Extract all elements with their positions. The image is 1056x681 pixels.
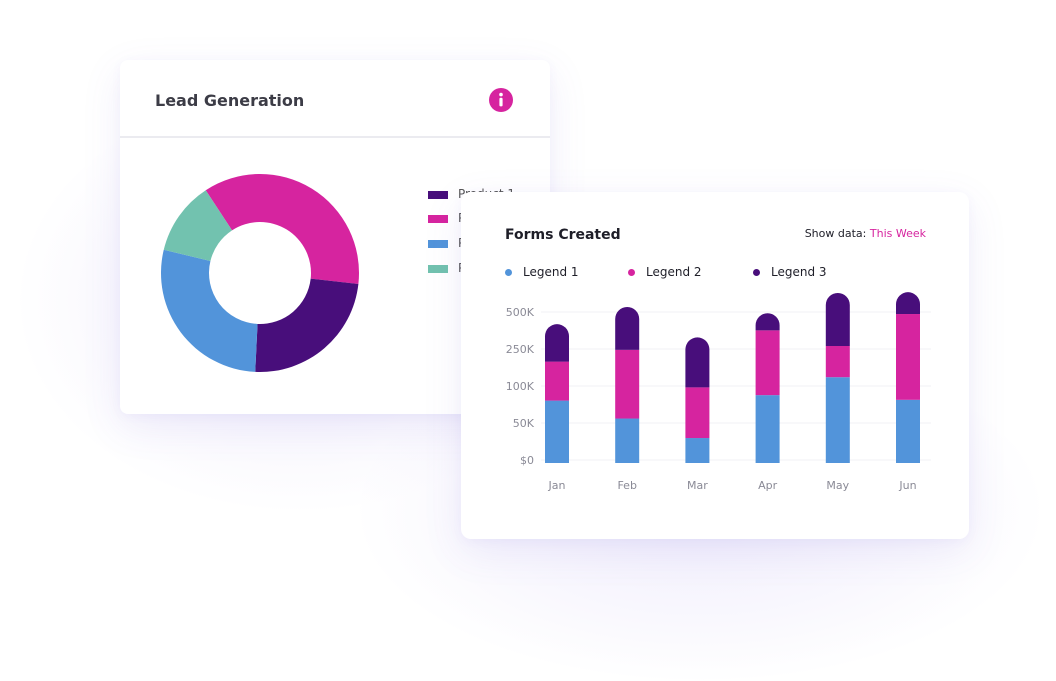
bar-segment: [825, 346, 850, 378]
y-tick-label: 500K: [506, 306, 535, 319]
bar-segment: [896, 399, 920, 463]
forms-bar-chart: 500K 250K 100K 50K $0 Jan Feb Mar Apr May Jun: [506, 292, 931, 492]
legend-label: Legend 3: [771, 265, 827, 279]
forms-created-title: Forms Created: [505, 227, 621, 243]
donut-slice: [205, 173, 359, 284]
y-tick-label: 100K: [506, 380, 535, 393]
bar-segment: [685, 337, 710, 388]
bar-segment: [825, 377, 850, 463]
bar-segment: [825, 292, 850, 346]
donut-slice: [163, 190, 233, 262]
bar-segment: [755, 313, 780, 331]
bar-segment: [615, 418, 640, 463]
lead-donut-chart: [161, 173, 359, 372]
bar-segment: [685, 438, 710, 463]
bar-segment: [685, 387, 710, 439]
legend-swatch: [428, 265, 448, 273]
bar-segment: [615, 307, 640, 350]
lead-generation-header: Lead Generation: [120, 60, 550, 138]
bar-segment: [545, 324, 569, 362]
y-tick-label: 250K: [506, 343, 535, 356]
bar-segment: [755, 330, 780, 396]
x-tick-label: Feb: [617, 479, 636, 492]
bar-segment: [755, 395, 780, 463]
show-data-label: Show data:: [804, 227, 867, 240]
x-tick-label: Mar: [687, 479, 708, 492]
legend-swatch: [428, 215, 448, 223]
bar-segment: [896, 314, 920, 400]
show-data-value[interactable]: This Week: [869, 227, 926, 240]
forms-created-card: Forms Created Show data: This Week Legen…: [461, 192, 969, 539]
x-tick-label: Jan: [548, 479, 566, 492]
legend-swatch: [428, 240, 448, 248]
donut-slice: [161, 249, 258, 372]
x-tick-label: May: [826, 479, 849, 492]
x-tick-label: Apr: [758, 479, 778, 492]
y-tick-label: $0: [520, 454, 534, 467]
y-tick-label: 50K: [513, 417, 535, 430]
bar-segment: [545, 400, 569, 463]
legend-swatch: [428, 191, 448, 199]
x-tick-label: Jun: [898, 479, 916, 492]
legend-label: Legend 2: [646, 265, 702, 279]
legend-dot: [628, 269, 635, 276]
lead-generation-title: Lead Generation: [155, 91, 305, 110]
bar-segment: [896, 292, 920, 315]
donut-slice: [255, 278, 359, 372]
bar-segment: [545, 361, 569, 401]
bar-segment: [615, 349, 640, 419]
legend-dot: [753, 269, 760, 276]
show-data-selector[interactable]: Show data: This Week: [805, 227, 926, 240]
legend-dot: [505, 269, 512, 276]
info-icon[interactable]: [489, 88, 513, 112]
legend-label: Legend 1: [523, 265, 579, 279]
